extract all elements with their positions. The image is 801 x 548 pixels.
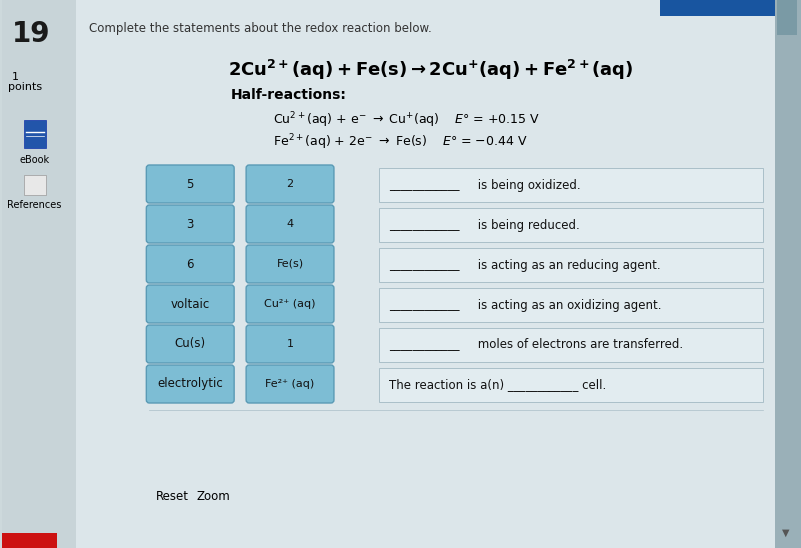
FancyBboxPatch shape <box>379 248 763 282</box>
Bar <box>23 120 46 148</box>
Text: Cu(s): Cu(s) <box>175 338 206 351</box>
Text: 5: 5 <box>187 178 194 191</box>
FancyBboxPatch shape <box>147 245 234 283</box>
Text: Fe(s): Fe(s) <box>276 259 304 269</box>
Text: 19: 19 <box>11 20 50 48</box>
Text: Half-reactions:: Half-reactions: <box>231 88 347 102</box>
FancyBboxPatch shape <box>246 205 334 243</box>
Bar <box>2 533 57 548</box>
Text: 1: 1 <box>11 72 18 82</box>
Text: 6: 6 <box>187 258 194 271</box>
FancyBboxPatch shape <box>147 285 234 323</box>
Text: ____________: ____________ <box>388 299 459 311</box>
Text: points: points <box>7 82 42 92</box>
Bar <box>23 175 46 195</box>
FancyBboxPatch shape <box>147 165 234 203</box>
Text: 3: 3 <box>187 218 194 231</box>
Text: 2: 2 <box>287 179 294 189</box>
Text: Complete the statements about the redox reaction below.: Complete the statements about the redox … <box>90 22 433 35</box>
FancyBboxPatch shape <box>147 365 234 403</box>
Text: is acting as an oxidizing agent.: is acting as an oxidizing agent. <box>473 299 661 311</box>
Text: ____________: ____________ <box>388 179 459 191</box>
Text: 1: 1 <box>287 339 293 349</box>
Bar <box>777 0 797 35</box>
Text: Cu²⁺ (aq): Cu²⁺ (aq) <box>264 299 316 309</box>
Text: is being oxidized.: is being oxidized. <box>473 179 580 191</box>
Text: Fe²⁺ (aq): Fe²⁺ (aq) <box>265 379 315 389</box>
Text: Fe$^{2+}$(aq) + 2e$^{-}$ $\rightarrow$ Fe(s)    $E°$ = $-$0.44 V: Fe$^{2+}$(aq) + 2e$^{-}$ $\rightarrow$ F… <box>273 132 528 152</box>
FancyBboxPatch shape <box>246 165 334 203</box>
Text: voltaic: voltaic <box>171 298 210 311</box>
Text: electrolytic: electrolytic <box>157 378 223 391</box>
Text: moles of electrons are transferred.: moles of electrons are transferred. <box>473 339 682 351</box>
FancyBboxPatch shape <box>246 285 334 323</box>
Text: The reaction is a(n) ____________ cell.: The reaction is a(n) ____________ cell. <box>388 379 606 391</box>
Text: Zoom: Zoom <box>196 490 230 503</box>
Text: Reset: Reset <box>156 490 189 503</box>
FancyBboxPatch shape <box>246 245 334 283</box>
Text: Cu$^{2+}$(aq) + e$^{-}$ $\rightarrow$ Cu$^{+}$(aq)    $E°$ = +0.15 V: Cu$^{2+}$(aq) + e$^{-}$ $\rightarrow$ Cu… <box>273 110 540 129</box>
Text: ____________: ____________ <box>388 259 459 271</box>
Text: 4: 4 <box>287 219 294 229</box>
Text: $\mathbf{2Cu^{2+}(aq) + Fe(s) \rightarrow 2Cu^{+}(aq) + Fe^{2+}(aq)}$: $\mathbf{2Cu^{2+}(aq) + Fe(s) \rightarro… <box>228 58 634 82</box>
Text: eBook: eBook <box>19 155 50 165</box>
FancyBboxPatch shape <box>379 168 763 202</box>
Text: is acting as an reducing agent.: is acting as an reducing agent. <box>473 259 660 271</box>
Bar <box>775 0 801 548</box>
Text: References: References <box>7 200 62 210</box>
Text: ____________: ____________ <box>388 219 459 231</box>
FancyBboxPatch shape <box>379 208 763 242</box>
FancyBboxPatch shape <box>379 368 763 402</box>
FancyBboxPatch shape <box>147 205 234 243</box>
Bar <box>660 0 775 16</box>
FancyBboxPatch shape <box>246 325 334 363</box>
Text: ____________: ____________ <box>388 339 459 351</box>
FancyBboxPatch shape <box>379 328 763 362</box>
FancyBboxPatch shape <box>246 365 334 403</box>
Text: is being reduced.: is being reduced. <box>473 219 579 231</box>
Text: ▼: ▼ <box>783 528 790 538</box>
Bar <box>2 0 76 548</box>
FancyBboxPatch shape <box>379 288 763 322</box>
FancyBboxPatch shape <box>147 325 234 363</box>
